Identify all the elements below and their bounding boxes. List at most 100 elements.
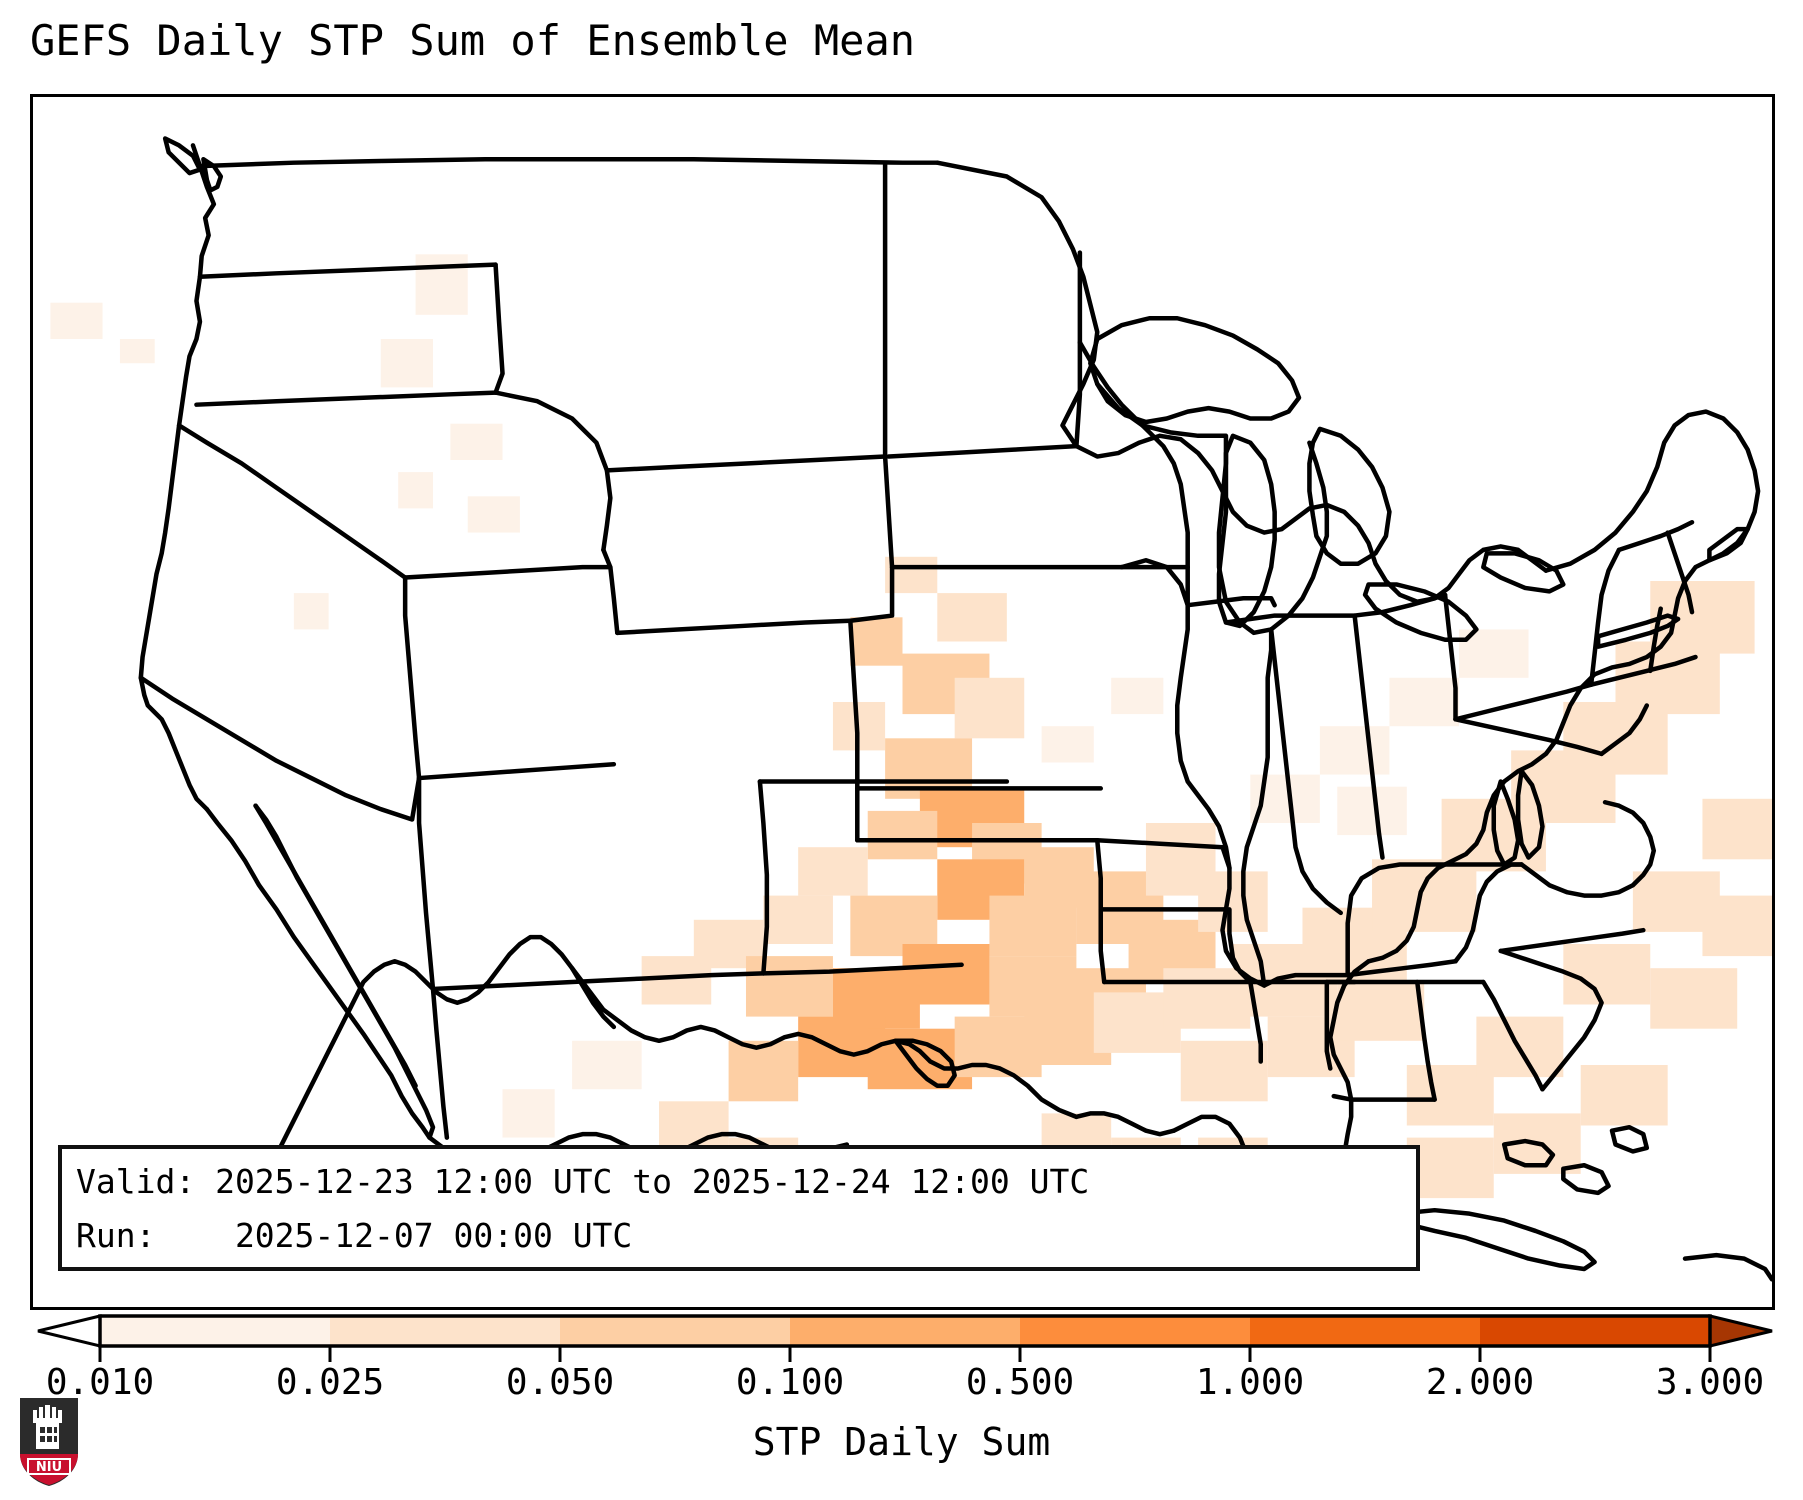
page-title: GEFS Daily STP Sum of Ensemble Mean bbox=[30, 16, 916, 65]
hispaniola bbox=[1682, 1252, 1772, 1282]
stp-grid-cell bbox=[1563, 944, 1651, 1005]
state-border-ga-sc bbox=[1481, 979, 1545, 1092]
state-border-ca-az bbox=[138, 675, 422, 822]
state-border-nd-mn bbox=[1074, 250, 1083, 449]
colorbar-segment bbox=[560, 1316, 791, 1346]
michigan-peninsula bbox=[1095, 381, 1330, 636]
stp-grid-cell bbox=[1389, 677, 1459, 727]
stp-grid-cell bbox=[728, 1040, 799, 1102]
vancouver-island bbox=[162, 136, 203, 176]
state-border-in-oh bbox=[1352, 613, 1385, 860]
colorbar-tick-label: 0.050 bbox=[505, 1362, 615, 1403]
state-border-nm-tx-ok bbox=[757, 779, 770, 976]
niu-wordmark: NIU bbox=[36, 1460, 62, 1475]
niu-logo: NIU bbox=[20, 1398, 78, 1486]
colorbar-under-arrow bbox=[37, 1314, 102, 1348]
colorbar-segment bbox=[1020, 1316, 1251, 1346]
stp-grid-cell bbox=[467, 496, 520, 533]
state-border-nj bbox=[1599, 703, 1650, 757]
state-border-ar-ms bbox=[1227, 907, 1253, 985]
map-frame bbox=[30, 94, 1775, 1310]
state-border-wy-sd-ne bbox=[848, 454, 895, 624]
colorbar-over-arrow bbox=[1708, 1314, 1773, 1348]
state-border-co-ks-ne bbox=[848, 618, 860, 843]
stp-grid-cell bbox=[867, 810, 938, 860]
stp-grid-cell bbox=[1650, 968, 1738, 1029]
stp-grid-cell bbox=[954, 677, 1025, 739]
colorbar-swatches bbox=[37, 1314, 1773, 1362]
stp-grid-cell bbox=[1337, 786, 1407, 836]
state-border-ma-ct-ri bbox=[1648, 606, 1663, 674]
state-border-mi-in-oh bbox=[1223, 592, 1448, 625]
run-time-line: Run: 2025-12-07 00:00 UTC bbox=[76, 1216, 633, 1255]
state-border-az-nm bbox=[416, 775, 450, 1140]
colorbar-tick-label: 0.500 bbox=[965, 1362, 1075, 1403]
state-border-il-in bbox=[1268, 627, 1343, 916]
delmarva bbox=[1515, 768, 1545, 860]
state-border-wy-co bbox=[615, 618, 853, 636]
state-border-nm-tx-south bbox=[761, 962, 964, 976]
colorbar-tick-labels: 0.010 0.025 0.050 0.100 0.500 1.000 2.000 3.000 bbox=[0, 1362, 1803, 1410]
stp-grid-cell bbox=[989, 895, 1077, 957]
state-border-al-ga bbox=[1414, 979, 1437, 1102]
stp-grid-cell bbox=[398, 472, 433, 509]
bahamas-3 bbox=[1609, 1124, 1650, 1154]
colorbar-tick-label: 0.010 bbox=[45, 1362, 155, 1403]
state-border-ny-ma-ct bbox=[1588, 654, 1698, 687]
stp-grid-cell bbox=[1702, 895, 1772, 957]
state-border-ok-ar bbox=[1095, 838, 1107, 985]
chesapeake-bay bbox=[1491, 779, 1521, 867]
state-border-ky-oh-wv bbox=[1453, 862, 1524, 964]
state-border-pa-ny bbox=[1453, 682, 1594, 722]
colorbar-segment bbox=[100, 1316, 331, 1346]
state-border-ia-il bbox=[1241, 627, 1274, 988]
colorbar-tick-label: 3.000 bbox=[1655, 1362, 1765, 1403]
long-island bbox=[1595, 613, 1681, 649]
state-border-id-wy-ut bbox=[601, 547, 620, 636]
cape-cod bbox=[1707, 526, 1750, 563]
state-border-ga-fl bbox=[1331, 1093, 1437, 1102]
state-border-nc-va bbox=[1498, 927, 1646, 954]
stp-grid-cell bbox=[902, 944, 990, 1005]
colorbar-segment bbox=[330, 1316, 561, 1346]
niu-windows bbox=[40, 1427, 57, 1442]
stp-grid-cell bbox=[937, 593, 1007, 642]
lake-erie bbox=[1362, 582, 1479, 643]
west-coast-outline bbox=[138, 143, 217, 812]
colorbar-tick-label: 0.025 bbox=[275, 1362, 385, 1403]
stp-grid-cell bbox=[1337, 980, 1425, 1041]
stp-grid-cell bbox=[1702, 798, 1772, 860]
lake-ontario bbox=[1481, 551, 1566, 594]
colorbar-segment bbox=[790, 1316, 1021, 1346]
us-canada-border-lakes bbox=[935, 160, 1549, 604]
state-border-va-wv-md bbox=[1519, 800, 1657, 898]
niu-text-inner bbox=[29, 1460, 69, 1473]
geography-layer bbox=[138, 136, 1772, 1282]
gulf-of-california bbox=[253, 803, 418, 1088]
state-border-id-mt-wy bbox=[493, 390, 613, 553]
state-border-sc-nc bbox=[1498, 948, 1604, 1092]
colorbar-segment bbox=[1250, 1316, 1481, 1346]
colorbar-tick-label: 0.100 bbox=[735, 1362, 845, 1403]
state-border-mt-wy bbox=[604, 454, 888, 473]
stp-grid-cell bbox=[641, 956, 712, 1005]
state-border-pa-md-de bbox=[1453, 717, 1604, 757]
state-border-wa-id bbox=[493, 262, 505, 395]
stp-grid-cell bbox=[798, 847, 868, 896]
bahamas-1 bbox=[1501, 1138, 1556, 1168]
colorbar-tick-label: 1.000 bbox=[1195, 1362, 1305, 1403]
stp-grid-cell bbox=[1041, 726, 1094, 763]
colorbar-outline bbox=[98, 1314, 1712, 1348]
stp-grid-cell bbox=[1198, 871, 1268, 932]
state-border-vt-nh-me bbox=[1616, 519, 1695, 553]
state-border-ks-mo bbox=[1095, 838, 1232, 871]
stp-grid-cell bbox=[119, 339, 155, 364]
baja-peninsula bbox=[204, 803, 436, 1140]
stp-grid-cell bbox=[572, 1040, 642, 1090]
stp-grid-cell bbox=[415, 254, 468, 315]
valid-time-line: Valid: 2025-12-23 12:00 UTC to 2025-12-2… bbox=[76, 1162, 1090, 1201]
forecast-info-box: Valid: 2025-12-23 12:00 UTC to 2025-12-2… bbox=[58, 1145, 1420, 1271]
state-border-nh-me bbox=[1665, 530, 1695, 615]
state-border-wi-il bbox=[1185, 596, 1277, 608]
colorbar: 0.010 0.025 0.050 0.100 0.500 1.000 2.000 3.000… bbox=[0, 1310, 1803, 1500]
